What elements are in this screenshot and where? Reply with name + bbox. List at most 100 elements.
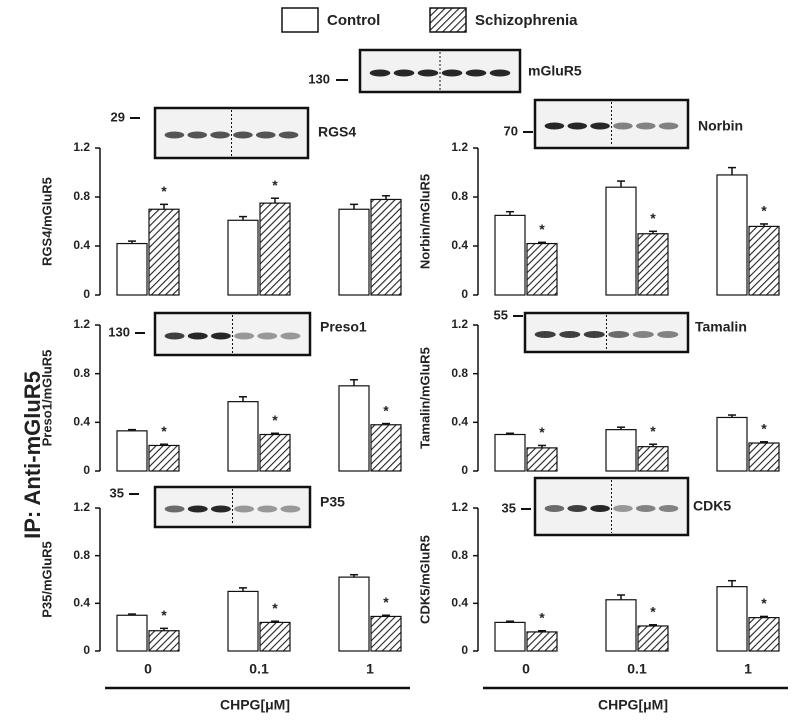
y-tick-label: 0 (461, 463, 468, 477)
significance-marker: * (539, 609, 545, 625)
blot-band (255, 131, 276, 139)
y-axis-label: Norbin/mGluR5 (417, 174, 432, 269)
bar (148, 208, 180, 296)
significance-marker: * (272, 177, 278, 193)
significance-marker: * (539, 424, 545, 440)
y-tick-label: 0 (461, 287, 468, 301)
blot-band (233, 131, 253, 139)
significance-marker: * (383, 594, 389, 610)
blot-band (257, 505, 278, 513)
bar (748, 442, 780, 472)
blot-band (567, 122, 588, 130)
significance-marker: * (761, 203, 767, 219)
blot-band (534, 331, 556, 338)
blot-label: RGS4 (318, 124, 356, 140)
y-tick-label: 0.4 (451, 415, 468, 429)
blot-band (567, 505, 588, 512)
bar (716, 174, 748, 296)
bar (338, 576, 370, 652)
blot-band (210, 332, 231, 340)
y-tick-label: 1.2 (451, 317, 468, 331)
blot-band (393, 69, 415, 77)
blot-band (658, 122, 679, 130)
significance-marker: * (161, 607, 167, 623)
x-tick-label: 0 (144, 661, 152, 677)
blot-band (489, 69, 511, 77)
blot-band (613, 505, 633, 512)
y-axis-label: Preso1/mGluR5 (39, 350, 54, 447)
significance-marker: * (161, 423, 167, 439)
blot-band (441, 69, 463, 77)
y-axis-label: RGS4/mGluR5 (39, 177, 54, 266)
blot-band (590, 505, 610, 512)
bar (370, 615, 402, 652)
y-tick-label: 0 (461, 643, 468, 657)
blot-label: mGluR5 (528, 63, 582, 79)
blot-mw: 130 (308, 71, 330, 86)
significance-marker: * (272, 600, 278, 616)
x-tick-label: 1 (366, 661, 374, 677)
blot-band (608, 331, 630, 338)
x-tick-label: 0.1 (627, 661, 647, 677)
bar (259, 621, 291, 652)
blot-band (544, 122, 565, 130)
y-tick-label: 0.8 (451, 548, 468, 562)
y-tick-label: 0.4 (73, 596, 90, 610)
blot-band (234, 332, 255, 340)
blot-band (164, 131, 185, 139)
bar (526, 631, 558, 652)
bar (637, 446, 669, 472)
significance-marker: * (650, 210, 656, 226)
bar (148, 630, 180, 652)
y-axis-label: CDK5/mGluR5 (417, 535, 432, 624)
blot-band (280, 332, 301, 340)
side-label: IP: Anti-mGluR5 (20, 371, 45, 539)
y-axis-label: Tamalin/mGluR5 (417, 347, 432, 449)
bar (338, 208, 370, 296)
x-axis-label: CHPG[μM] (598, 697, 668, 713)
significance-marker: * (161, 183, 167, 199)
y-tick-label: 0.8 (451, 366, 468, 380)
blot-band (658, 505, 679, 512)
blot-band (632, 331, 654, 338)
bar (259, 433, 291, 472)
bar (526, 242, 558, 296)
bar (748, 225, 780, 296)
significance-marker: * (539, 221, 545, 237)
blot-band (417, 69, 439, 77)
bar (605, 429, 637, 472)
x-tick-label: 0 (522, 661, 530, 677)
y-tick-label: 1.2 (451, 140, 468, 154)
blot-band (187, 332, 208, 340)
blot-label: Tamalin (695, 319, 747, 335)
bar (116, 614, 148, 652)
bar (148, 444, 180, 472)
bar (748, 617, 780, 652)
blot-band (164, 505, 185, 513)
bar (116, 242, 148, 296)
blot-band (278, 131, 299, 139)
legend-label: Schizophrenia (475, 12, 578, 29)
y-tick-label: 0.8 (73, 366, 90, 380)
bar (637, 233, 669, 296)
y-tick-label: 1.2 (451, 500, 468, 514)
significance-marker: * (383, 402, 389, 418)
blot-mw: 35 (502, 500, 516, 515)
blot-band (164, 332, 185, 340)
bar (494, 433, 526, 472)
blot-band (559, 331, 581, 338)
y-tick-label: 0 (83, 463, 90, 477)
blot-label: CDK5 (693, 498, 731, 514)
blot-label: P35 (320, 494, 345, 510)
bar (526, 447, 558, 472)
y-tick-label: 0.4 (451, 596, 468, 610)
blot-band (234, 505, 255, 513)
significance-marker: * (650, 603, 656, 619)
blot-band (583, 331, 605, 338)
legend-swatch (281, 7, 319, 33)
y-tick-label: 1.2 (73, 140, 90, 154)
blot-band (590, 122, 610, 130)
legend-swatch (429, 7, 467, 33)
blot-band (369, 69, 391, 77)
